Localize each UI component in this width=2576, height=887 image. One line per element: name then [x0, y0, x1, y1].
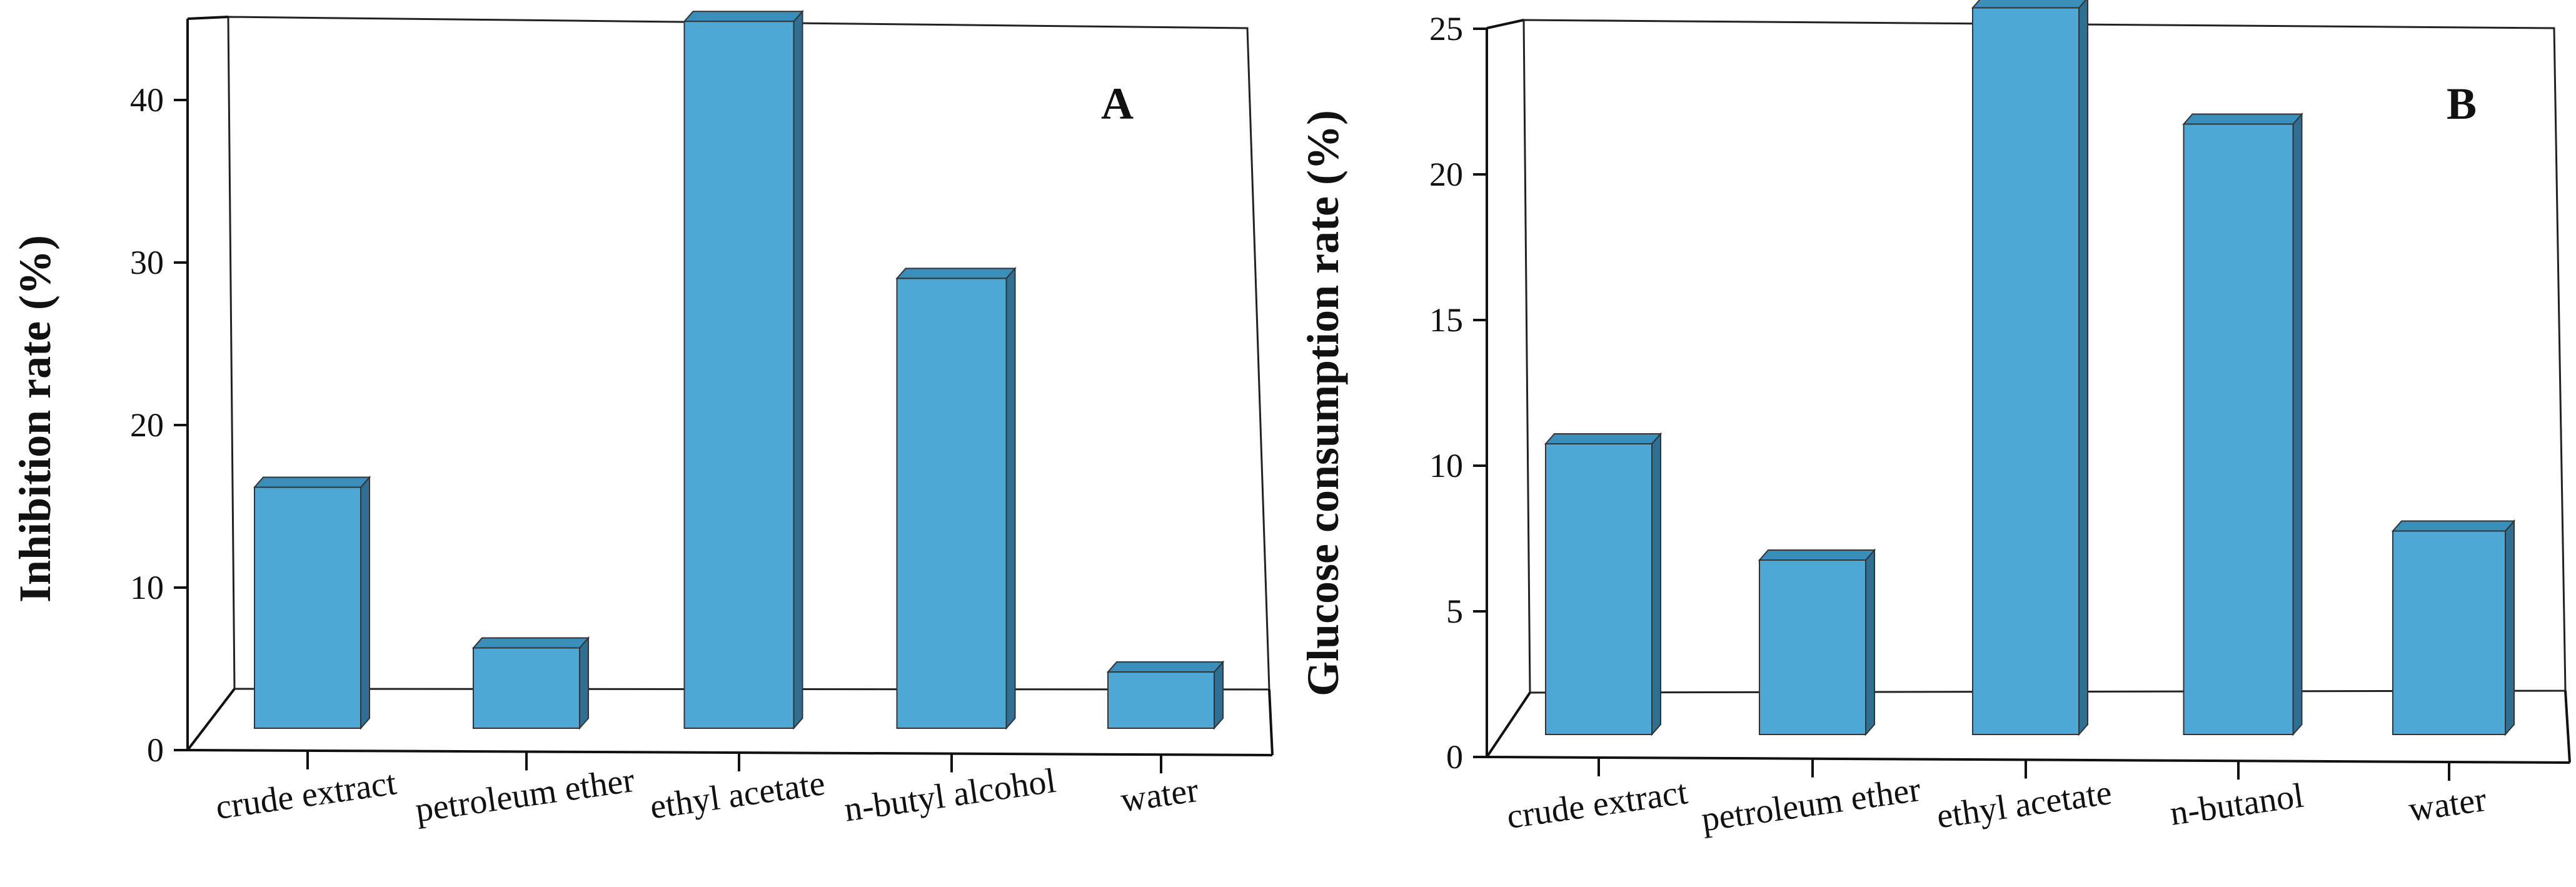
y-tick-label: 40: [130, 81, 164, 119]
x-ticks: crude extract petroleum ether ethyl acetat…: [1504, 757, 2489, 839]
y-tick-label: 10: [1429, 447, 1463, 484]
panel-label: B: [2447, 79, 2477, 129]
x-category-label: ethyl acetate: [648, 764, 827, 827]
x-category-label: crude extract: [1504, 773, 1690, 836]
y-axis-title: Inhibition rate (%): [10, 235, 60, 603]
x-category-label: ethyl acetate: [1935, 773, 2114, 836]
bar-top-face: [1971, 0, 2087, 9]
x-category-label: n-butanol: [2168, 776, 2306, 833]
bar-side-face: [579, 636, 589, 730]
x-category-label: n-butyl alcohol: [842, 761, 1059, 829]
bar-front-face: [683, 21, 795, 729]
bar: [1544, 432, 1663, 736]
bar-front-face: [1759, 559, 1866, 735]
bar-top-face: [1106, 661, 1225, 673]
bar-front-face: [896, 278, 1007, 729]
x-category-label: water: [1119, 771, 1201, 820]
x-category-label: petroleum ether: [413, 761, 636, 830]
chart-panel-b: B Glucose consumption rate (%) 0 5 10 15 20 2…: [1298, 0, 2571, 839]
bar: [683, 9, 804, 730]
y-axis-title: Glucose consumption rate (%): [1298, 110, 1348, 696]
bar-front-face: [1107, 671, 1215, 729]
bar-side-face: [1214, 660, 1224, 730]
y-tick-label: 20: [130, 406, 164, 444]
axes: [186, 16, 1274, 756]
bar: [253, 475, 371, 730]
bar-side-face: [1005, 266, 1016, 730]
y-tick-label: 0: [147, 731, 164, 769]
bar-front-face: [2392, 530, 2506, 735]
depth-edge-left: [186, 688, 236, 751]
bar-top-face: [895, 268, 1017, 279]
bar-side-face: [2078, 0, 2088, 736]
bar-top-face: [253, 476, 371, 488]
bar-side-face: [2505, 519, 2515, 736]
y-ticks: 0 10 20 30 40: [130, 81, 188, 769]
bar-top-face: [683, 11, 804, 23]
bar-series: [1544, 0, 2516, 736]
x-axis-line: [187, 749, 1273, 756]
depth-edge-right: [1268, 689, 1274, 756]
bar-side-face: [360, 475, 370, 730]
x-axis-line: [1486, 756, 2570, 764]
bar-side-face: [1865, 548, 1875, 736]
bar-side-face: [2292, 112, 2303, 736]
bar: [2182, 112, 2303, 736]
y-ticks: 0 5 10 15 20 25: [1429, 10, 1487, 776]
x-ticks: crude extract petroleum ether ethyl acetat…: [213, 750, 1201, 830]
bar-front-face: [2183, 123, 2294, 735]
y-axis-top-edge: [187, 16, 229, 20]
bar-top-face: [471, 637, 590, 649]
y-tick-label: 10: [130, 569, 164, 606]
y-tick-label: 0: [1446, 738, 1463, 776]
bar-front-face: [254, 486, 361, 729]
bar-top-face: [1758, 549, 1876, 561]
bar: [1971, 0, 2088, 736]
y-tick-label: 15: [1429, 301, 1463, 339]
panel-label: A: [1101, 79, 1134, 129]
depth-edge-right: [2564, 690, 2571, 763]
bar-series: [253, 9, 1225, 730]
bar-front-face: [1545, 443, 1653, 735]
bar-side-face: [1651, 432, 1661, 736]
bar-side-face: [793, 9, 803, 730]
y-tick-label: 30: [130, 244, 164, 281]
y-tick-label: 5: [1446, 593, 1463, 630]
chart-panel-a: A Inhibition rate (%) 0 10 20 30 40 crude ex…: [10, 9, 1274, 830]
depth-edge-left: [1486, 691, 1531, 758]
axes: [1486, 19, 2571, 764]
x-category-label: crude extract: [213, 763, 399, 827]
y-axis-top-edge: [1486, 19, 1524, 29]
x-category-label: petroleum ether: [1699, 770, 1923, 839]
bar-top-face: [1544, 433, 1663, 444]
y-tick-label: 25: [1429, 10, 1463, 48]
y-tick-label: 20: [1429, 156, 1463, 193]
bar-top-face: [2391, 520, 2516, 532]
bar-front-face: [473, 647, 580, 729]
bar-front-face: [1972, 7, 2080, 735]
bar: [2391, 519, 2516, 736]
bar: [471, 636, 590, 730]
bar-top-face: [2182, 113, 2303, 125]
bar: [1106, 660, 1225, 730]
bar: [1758, 548, 1876, 736]
x-category-label: water: [2407, 780, 2489, 829]
bar: [895, 266, 1017, 730]
